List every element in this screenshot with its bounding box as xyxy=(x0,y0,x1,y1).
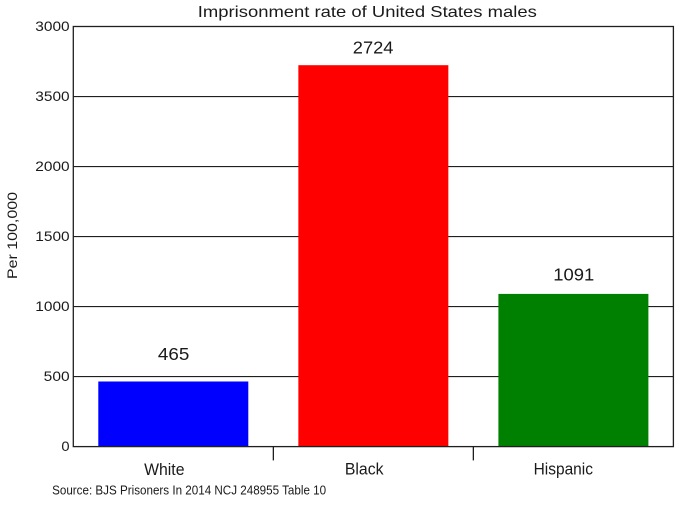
svg-text:465: 465 xyxy=(158,344,190,364)
svg-text:2000: 2000 xyxy=(35,158,70,174)
svg-text:Imprisonment rate of United St: Imprisonment rate of United States males xyxy=(198,4,537,21)
svg-text:2724: 2724 xyxy=(353,38,394,58)
svg-text:Black: Black xyxy=(345,461,384,479)
svg-text:Source: BJS Prisoners In 2014: Source: BJS Prisoners In 2014 NCJ 248955… xyxy=(52,484,326,498)
svg-text:0: 0 xyxy=(61,438,69,454)
svg-text:3000: 3000 xyxy=(35,18,70,34)
svg-text:3500: 3500 xyxy=(35,88,70,104)
svg-text:1500: 1500 xyxy=(35,228,70,244)
svg-text:Per 100,000: Per 100,000 xyxy=(5,192,20,279)
svg-text:1000: 1000 xyxy=(35,298,70,314)
svg-text:1091: 1091 xyxy=(553,264,594,284)
svg-text:Hispanic: Hispanic xyxy=(534,460,593,478)
svg-text:White: White xyxy=(144,461,184,479)
svg-text:500: 500 xyxy=(44,368,70,384)
